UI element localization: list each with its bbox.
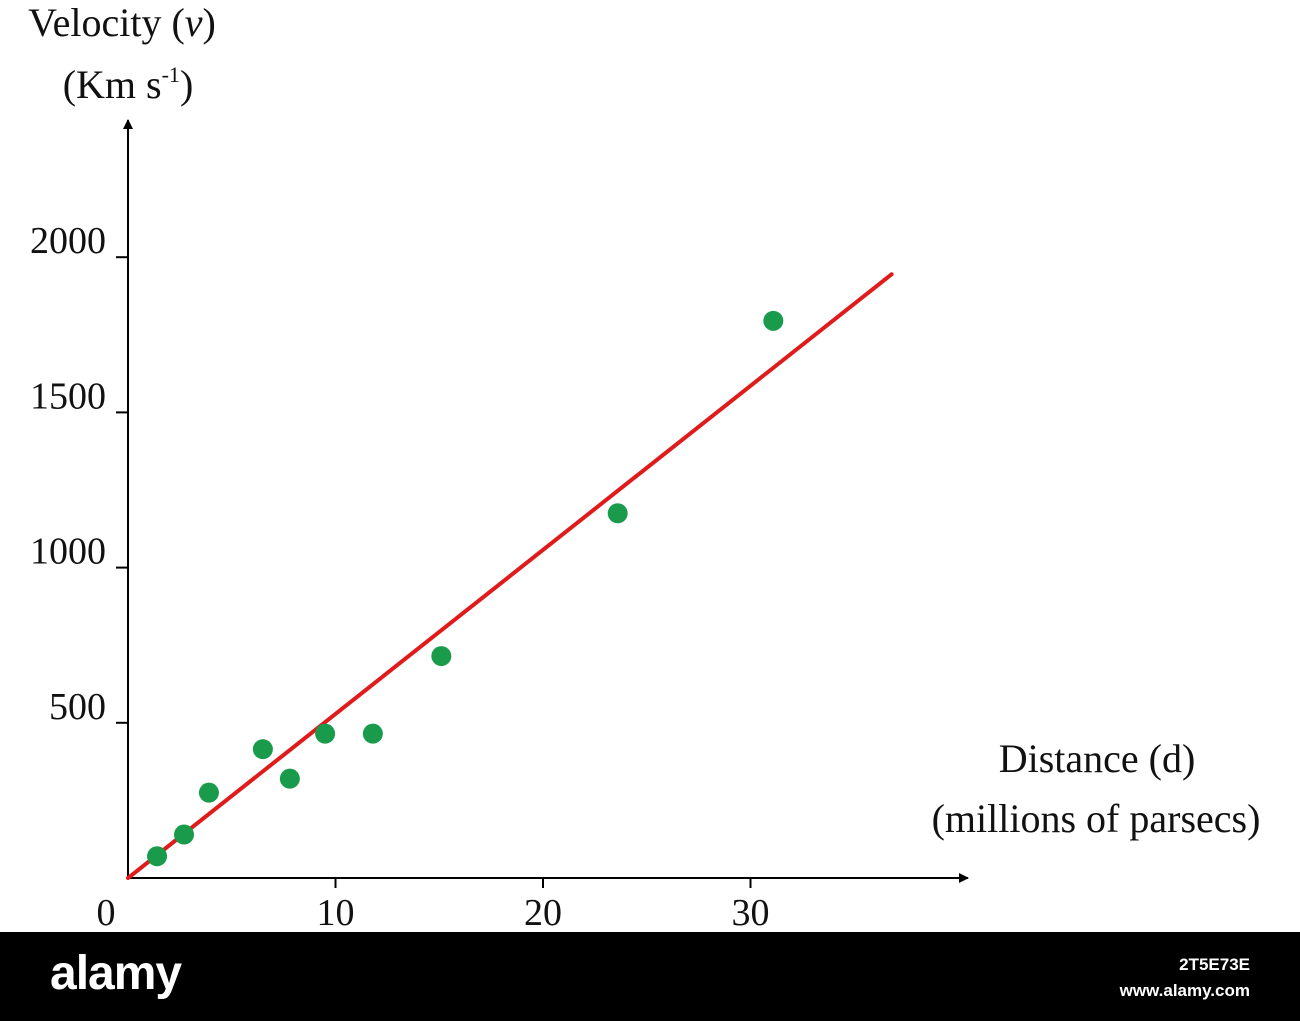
image-info: 2T5E73E www.alamy.com bbox=[1120, 952, 1250, 1004]
data-point-1 bbox=[147, 846, 168, 867]
hubble-chart: Velocity (ν) (Km s-1) Distance (d) (mill… bbox=[28, 0, 1261, 932]
x-axis-unit: (millions of parsecs) bbox=[932, 796, 1261, 841]
y-axis-unit: (Km s-1) bbox=[63, 62, 194, 107]
site-url: www.alamy.com bbox=[1119, 981, 1250, 1000]
data-point-5 bbox=[279, 768, 300, 789]
data-point-10 bbox=[763, 310, 784, 331]
data-point-4 bbox=[252, 739, 273, 760]
data-point-9 bbox=[607, 503, 628, 524]
y-tick-label-2000: 2000 bbox=[30, 220, 106, 262]
image-code: 2T5E73E bbox=[1179, 955, 1250, 974]
y-axis-label: Velocity (ν) bbox=[28, 0, 216, 45]
best-fit-line bbox=[126, 272, 894, 880]
data-point-6 bbox=[315, 723, 336, 744]
x-axis-label: Distance (d) bbox=[999, 736, 1196, 781]
data-point-7 bbox=[362, 723, 383, 744]
data-point-3 bbox=[198, 782, 219, 803]
y-tick-label-1500: 1500 bbox=[30, 375, 106, 417]
x-tick-label-30: 30 bbox=[732, 892, 770, 932]
y-tick-label-1000: 1000 bbox=[30, 531, 106, 573]
x-tick-label-20: 20 bbox=[524, 892, 562, 932]
data-point-8 bbox=[431, 646, 452, 667]
brand-logo: alamy bbox=[50, 947, 182, 1000]
x-tick-label-10: 10 bbox=[317, 892, 355, 932]
origin-label: 0 bbox=[97, 892, 116, 932]
y-tick-label-500: 500 bbox=[49, 686, 106, 728]
footer-bar: alamy 2T5E73E www.alamy.com bbox=[0, 932, 1300, 1021]
data-point-2 bbox=[174, 824, 195, 845]
